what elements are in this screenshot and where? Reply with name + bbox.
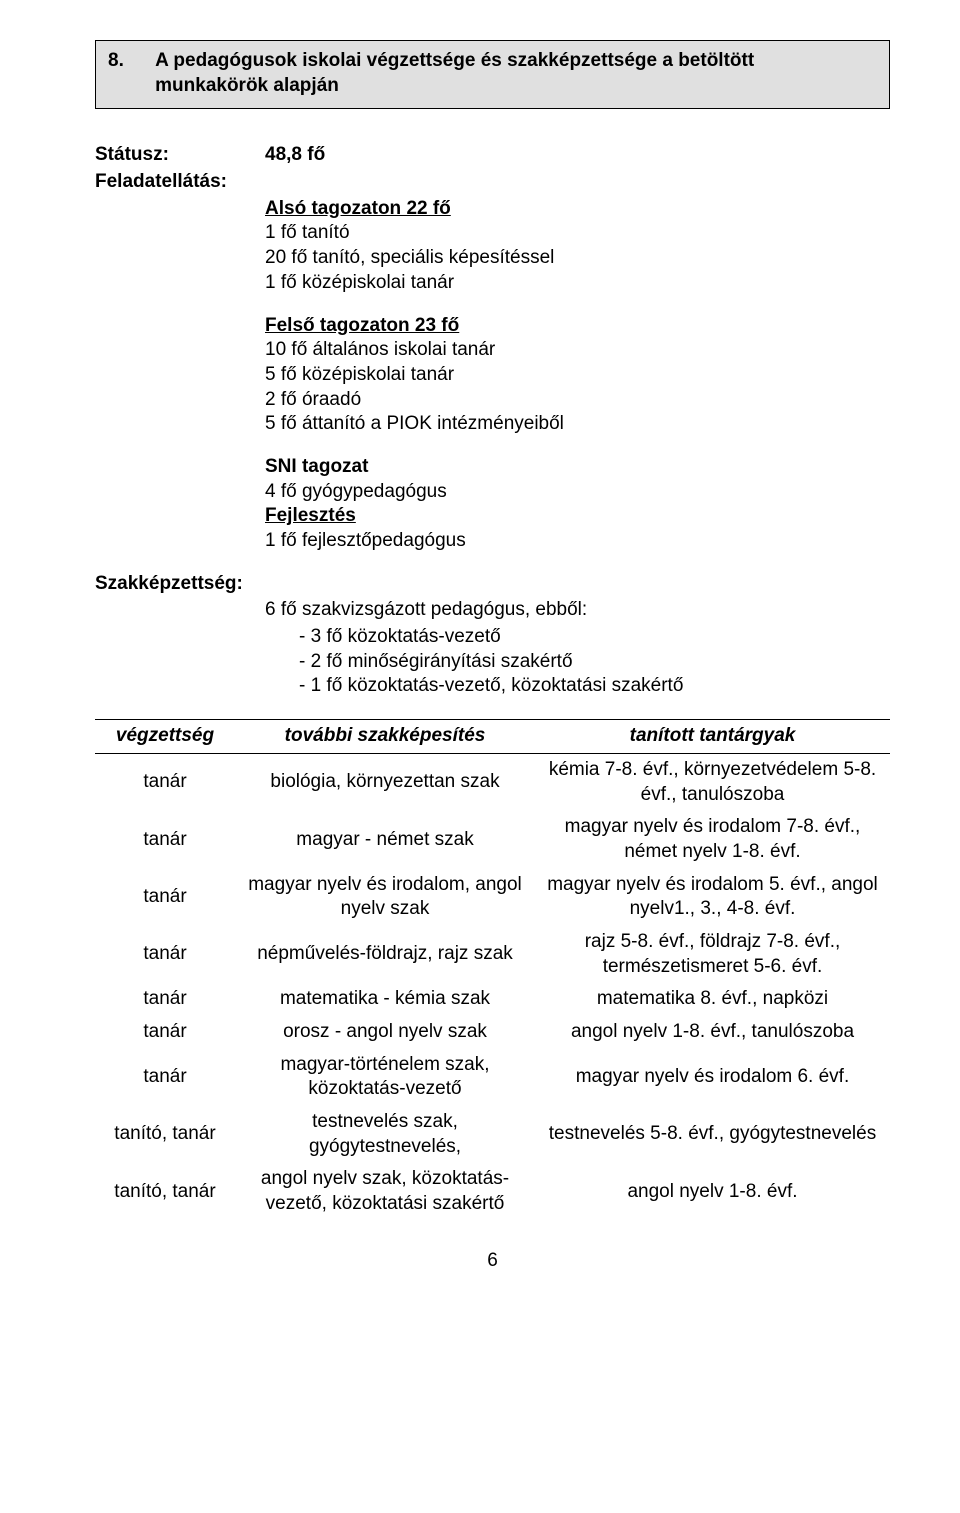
table-row: tanárnépművelés-földrajz, rajz szakrajz … xyxy=(95,926,890,983)
cell: magyar-történelem szak, közoktatás-vezet… xyxy=(235,1049,535,1106)
section-title-2: munkakörök alapján xyxy=(155,75,339,96)
szakkepzettseg-label: Szakképzettség: xyxy=(95,572,890,597)
cell: tanár xyxy=(95,1016,235,1049)
cell: magyar nyelv és irodalom, angol nyelv sz… xyxy=(235,869,535,926)
cell: tanár xyxy=(95,983,235,1016)
cell: testnevelés szak, gyógytestnevelés, xyxy=(235,1106,535,1163)
col-tanitott: tanított tantárgyak xyxy=(535,720,890,754)
table-header-row: végzettség további szakképesítés tanítot… xyxy=(95,720,890,754)
qualification-table: végzettség további szakképesítés tanítot… xyxy=(95,719,890,1221)
feladatellatas-label: Feladatellátás: xyxy=(95,170,890,195)
status-row: Státusz: 48,8 fő xyxy=(95,143,890,168)
col-tovabbi: további szakképesítés xyxy=(235,720,535,754)
table-row: tanármagyar-történelem szak, közoktatás-… xyxy=(95,1049,890,1106)
status-label: Státusz: xyxy=(95,143,245,168)
cell: matematika - kémia szak xyxy=(235,983,535,1016)
szak-line0: 6 fő szakvizsgázott pedagógus, ebből: xyxy=(265,598,890,623)
table-row: tanármatematika - kémia szakmatematika 8… xyxy=(95,983,890,1016)
felso-block: Felső tagozaton 23 fő 10 fő általános is… xyxy=(265,314,890,437)
cell: tanár xyxy=(95,869,235,926)
sni-line: 4 fő gyógypedagógus xyxy=(265,480,890,505)
cell: angol nyelv 1-8. évf., tanulószoba xyxy=(535,1016,890,1049)
szak-list: 3 fő közoktatás-vezető 2 fő minőségirány… xyxy=(95,625,890,699)
felso-line: 5 fő áttanító a PIOK intézményeiből xyxy=(265,412,890,437)
cell: kémia 7-8. évf., környezetvédelem 5-8. é… xyxy=(535,753,890,811)
table-row: tanárbiológia, környezettan szakkémia 7-… xyxy=(95,753,890,811)
felso-line: 5 fő középiskolai tanár xyxy=(265,363,890,388)
sni-line: 1 fő fejlesztőpedagógus xyxy=(265,529,890,554)
sni-block: SNI tagozat 4 fő gyógypedagógus Fejleszt… xyxy=(265,455,890,554)
cell: tanító, tanár xyxy=(95,1163,235,1220)
also-heading: Alsó tagozaton 22 fő xyxy=(265,197,890,222)
sni-heading: SNI tagozat xyxy=(265,455,890,480)
table-row: tanárorosz - angol nyelv szakangol nyelv… xyxy=(95,1016,890,1049)
cell: matematika 8. évf., napközi xyxy=(535,983,890,1016)
also-line: 20 fő tanító, speciális képesítéssel xyxy=(265,246,890,271)
felso-heading: Felső tagozaton 23 fő xyxy=(265,314,890,339)
section-number: 8. xyxy=(108,50,124,71)
table-row: tanármagyar - német szakmagyar nyelv és … xyxy=(95,811,890,868)
table-row: tanító, tanárangol nyelv szak, közoktatá… xyxy=(95,1163,890,1220)
cell: magyar - német szak xyxy=(235,811,535,868)
also-line: 1 fő tanító xyxy=(265,221,890,246)
also-block: Alsó tagozaton 22 fő 1 fő tanító 20 fő t… xyxy=(265,197,890,296)
cell: tanár xyxy=(95,926,235,983)
section-title-1: A pedagógusok iskolai végzettsége és sza… xyxy=(155,50,754,71)
cell: tanár xyxy=(95,811,235,868)
table-row: tanító, tanártestnevelés szak, gyógytest… xyxy=(95,1106,890,1163)
cell: népművelés-földrajz, rajz szak xyxy=(235,926,535,983)
cell: magyar nyelv és irodalom 7-8. évf., néme… xyxy=(535,811,890,868)
cell: magyar nyelv és irodalom 5. évf., angol … xyxy=(535,869,890,926)
cell: angol nyelv szak, közoktatás-vezető, köz… xyxy=(235,1163,535,1220)
page-number: 6 xyxy=(95,1249,890,1274)
cell: rajz 5-8. évf., földrajz 7-8. évf., term… xyxy=(535,926,890,983)
table-row: tanármagyar nyelv és irodalom, angol nye… xyxy=(95,869,890,926)
col-vegzettseg: végzettség xyxy=(95,720,235,754)
cell: tanár xyxy=(95,1049,235,1106)
cell: orosz - angol nyelv szak xyxy=(235,1016,535,1049)
cell: magyar nyelv és irodalom 6. évf. xyxy=(535,1049,890,1106)
szak-item: 2 fő minőségirányítási szakértő xyxy=(299,650,890,675)
szak-item: 1 fő közoktatás-vezető, közoktatási szak… xyxy=(299,674,890,699)
cell: angol nyelv 1-8. évf. xyxy=(535,1163,890,1220)
status-value: 48,8 fő xyxy=(265,143,325,168)
szak-item: 3 fő közoktatás-vezető xyxy=(299,625,890,650)
also-line: 1 fő középiskolai tanár xyxy=(265,271,890,296)
cell: tanár xyxy=(95,753,235,811)
felso-line: 2 fő óraadó xyxy=(265,388,890,413)
cell: tanító, tanár xyxy=(95,1106,235,1163)
felso-line: 10 fő általános iskolai tanár xyxy=(265,338,890,363)
section-header: 8. A pedagógusok iskolai végzettsége és … xyxy=(95,40,890,109)
fejlesztes-heading: Fejlesztés xyxy=(265,504,890,529)
cell: testnevelés 5-8. évf., gyógytestnevelés xyxy=(535,1106,890,1163)
cell: biológia, környezettan szak xyxy=(235,753,535,811)
